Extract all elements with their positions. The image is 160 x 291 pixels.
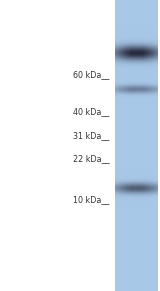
Text: 40 kDa__: 40 kDa__	[73, 108, 110, 116]
Text: 31 kDa__: 31 kDa__	[73, 131, 110, 140]
Text: 22 kDa__: 22 kDa__	[73, 154, 110, 163]
Text: 60 kDa__: 60 kDa__	[73, 70, 110, 79]
Text: 10 kDa__: 10 kDa__	[73, 195, 110, 204]
